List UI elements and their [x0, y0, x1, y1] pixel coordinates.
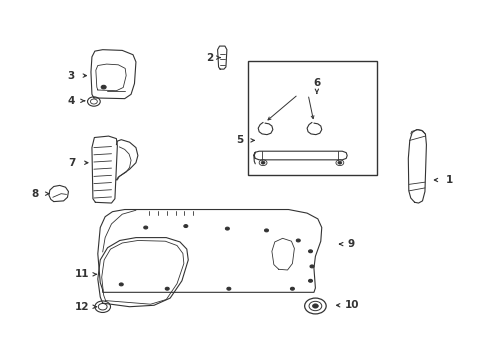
Circle shape [264, 229, 268, 232]
Text: 8: 8 [32, 189, 39, 199]
Circle shape [261, 161, 264, 164]
Text: 5: 5 [236, 135, 243, 145]
Circle shape [225, 227, 229, 230]
Text: 3: 3 [67, 71, 74, 81]
Circle shape [337, 161, 341, 164]
Circle shape [119, 283, 123, 286]
Text: 12: 12 [75, 302, 89, 312]
Circle shape [309, 265, 313, 268]
Circle shape [183, 225, 187, 228]
Text: 11: 11 [75, 269, 89, 279]
Text: 1: 1 [446, 175, 452, 185]
Text: 4: 4 [67, 96, 75, 106]
Circle shape [308, 250, 312, 253]
Bar [248, 61, 376, 175]
Text: 6: 6 [313, 78, 320, 88]
Circle shape [101, 85, 106, 89]
Text: 2: 2 [205, 53, 212, 63]
Circle shape [226, 287, 230, 290]
Text: 9: 9 [347, 239, 354, 249]
Circle shape [308, 279, 312, 282]
Circle shape [165, 287, 169, 290]
Text: 10: 10 [344, 300, 359, 310]
Circle shape [312, 304, 318, 308]
Circle shape [296, 239, 300, 242]
Text: 7: 7 [68, 158, 76, 168]
Circle shape [143, 226, 147, 229]
Circle shape [290, 287, 294, 290]
